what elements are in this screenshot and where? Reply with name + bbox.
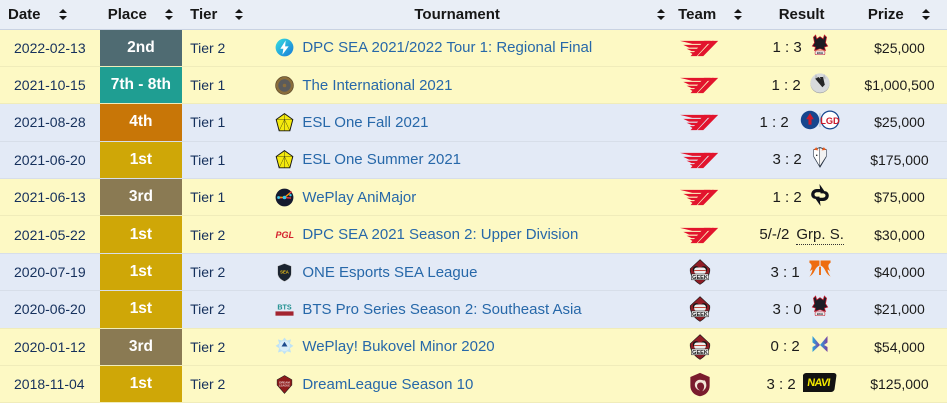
svg-text:GEEK: GEEK (692, 275, 708, 281)
svg-text:SEA: SEA (280, 269, 289, 274)
svg-text:GEEK: GEEK (692, 312, 708, 318)
svg-text:PGL: PGL (276, 230, 295, 240)
svg-text:LEAGUE: LEAGUE (279, 383, 290, 387)
svg-text:BTS: BTS (278, 303, 292, 311)
svg-text:BKH: BKH (817, 312, 823, 316)
svg-text:DREAM: DREAM (280, 380, 291, 384)
svg-text:GEEK: GEEK (692, 350, 708, 356)
svg-text:LGD: LGD (820, 117, 840, 127)
svg-text:BKH: BKH (817, 50, 823, 54)
svg-text:NAVI: NAVI (806, 377, 831, 389)
